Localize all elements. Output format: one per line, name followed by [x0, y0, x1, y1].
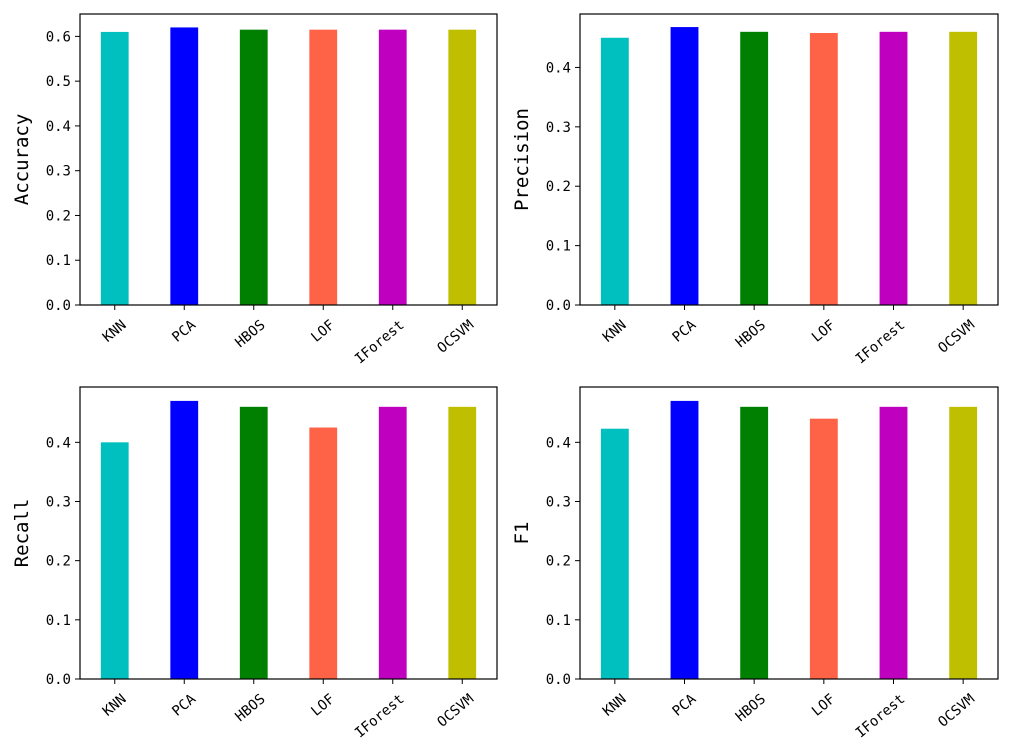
y-tick-label: 0.2 — [546, 179, 571, 195]
x-tick-label-hbos: HBOS — [733, 317, 769, 351]
bar-iforest — [879, 31, 908, 305]
x-tick-label-iforest: IForest — [853, 317, 908, 367]
x-tick-label-lof: LOF — [308, 317, 338, 346]
x-tick-label-ocsvm: OCSVM — [935, 691, 978, 730]
y-tick-label: 0.2 — [46, 208, 71, 224]
y-tick-label: 0.0 — [46, 298, 71, 314]
x-tick-label-iforest: IForest — [352, 691, 407, 741]
bar-ocsvm — [949, 406, 978, 679]
x-tick-label-knn: KNN — [100, 691, 130, 720]
x-tick-label-hbos: HBOS — [232, 317, 268, 351]
x-tick-label-pca: PCA — [670, 317, 700, 346]
x-tick-label-lof: LOF — [809, 317, 839, 346]
bar-hbos — [740, 31, 769, 305]
x-tick-label-ocsvm: OCSVM — [434, 691, 477, 730]
axes-frame — [79, 13, 498, 306]
bar-ocsvm — [448, 29, 477, 305]
y-tick-label: 0.4 — [46, 119, 71, 135]
y-tick-label: 0.6 — [46, 29, 71, 45]
x-tick-label-hbos: HBOS — [733, 691, 769, 725]
x-tick-label-knn: KNN — [600, 317, 630, 346]
bar-knn — [600, 428, 629, 679]
y-tick-label: 0.0 — [546, 672, 571, 688]
subplot-accuracy: 0.0 0.1 0.2 0.3 0.4 0.5 0.6 KNN PCA HBOS LOF IFores… — [11, 13, 498, 367]
x-tick-label-lof: LOF — [809, 691, 839, 720]
x-tick-label-iforest: IForest — [853, 691, 908, 741]
x-tick-label-pca: PCA — [169, 691, 199, 720]
y-tick-label: 0.1 — [46, 253, 71, 269]
bar-hbos — [239, 406, 268, 679]
y-tick-label: 0.3 — [546, 120, 571, 136]
y-axis-title: Accuracy — [11, 114, 33, 206]
bar-lof — [809, 418, 838, 679]
y-tick-label: 0.2 — [46, 554, 71, 570]
y-tick-label: 0.4 — [546, 60, 571, 76]
subplot-f1: 0.0 0.1 0.2 0.3 0.4 KNN PCA HBOS LOF IForest OCSVM… — [511, 386, 999, 741]
y-tick-label: 0.4 — [46, 435, 71, 451]
x-tick-label-pca: PCA — [670, 691, 700, 720]
y-tick-label: 0.2 — [546, 554, 571, 570]
y-tick-label: 0.1 — [546, 239, 571, 255]
bar-pca — [170, 400, 199, 679]
y-tick-label: 0.0 — [546, 298, 571, 314]
bar-pca — [170, 27, 199, 306]
x-tick-label-ocsvm: OCSVM — [935, 317, 978, 356]
bar-hbos — [740, 406, 769, 679]
axes-frame — [579, 13, 999, 306]
y-tick-label: 0.3 — [546, 494, 571, 510]
bar-knn — [100, 31, 129, 305]
bar-ocsvm — [949, 31, 978, 305]
axes-frame — [579, 386, 999, 680]
bar-knn — [100, 442, 129, 679]
bar-hbos — [239, 29, 268, 305]
y-tick-label: 0.4 — [546, 435, 571, 451]
x-tick-label-lof: LOF — [308, 691, 338, 720]
bar-lof — [309, 427, 338, 679]
y-tick-label: 0.0 — [46, 672, 71, 688]
x-tick-label-iforest: IForest — [352, 317, 407, 367]
subplot-precision: 0.0 0.1 0.2 0.3 0.4 KNN PCA HBOS LOF IForest OCSVM… — [511, 13, 999, 367]
bar-iforest — [378, 406, 407, 679]
y-tick-label: 0.3 — [46, 164, 71, 180]
bar-lof — [809, 33, 838, 305]
bar-iforest — [378, 29, 407, 305]
bar-pca — [670, 27, 699, 305]
axes-frame — [79, 386, 498, 680]
x-tick-label-knn: KNN — [100, 317, 130, 346]
x-tick-label-pca: PCA — [169, 317, 199, 346]
x-tick-label-hbos: HBOS — [232, 691, 268, 725]
subplot-recall: 0.0 0.1 0.2 0.3 0.4 KNN PCA HBOS LOF IForest OCSVM… — [11, 386, 498, 741]
bar-iforest — [879, 406, 908, 679]
y-axis-title: F1 — [511, 522, 533, 545]
y-axis-title: Precision — [511, 108, 533, 211]
y-tick-label: 0.5 — [46, 74, 71, 90]
x-tick-label-knn: KNN — [600, 691, 630, 720]
bar-lof — [309, 29, 338, 305]
x-tick-label-ocsvm: OCSVM — [434, 317, 477, 356]
y-tick-label: 0.3 — [46, 494, 71, 510]
bar-knn — [600, 37, 629, 305]
bar-ocsvm — [448, 406, 477, 679]
bar-pca — [670, 400, 699, 679]
y-tick-label: 0.1 — [546, 613, 571, 629]
y-axis-title: Recall — [11, 499, 33, 568]
y-tick-label: 0.1 — [46, 613, 71, 629]
